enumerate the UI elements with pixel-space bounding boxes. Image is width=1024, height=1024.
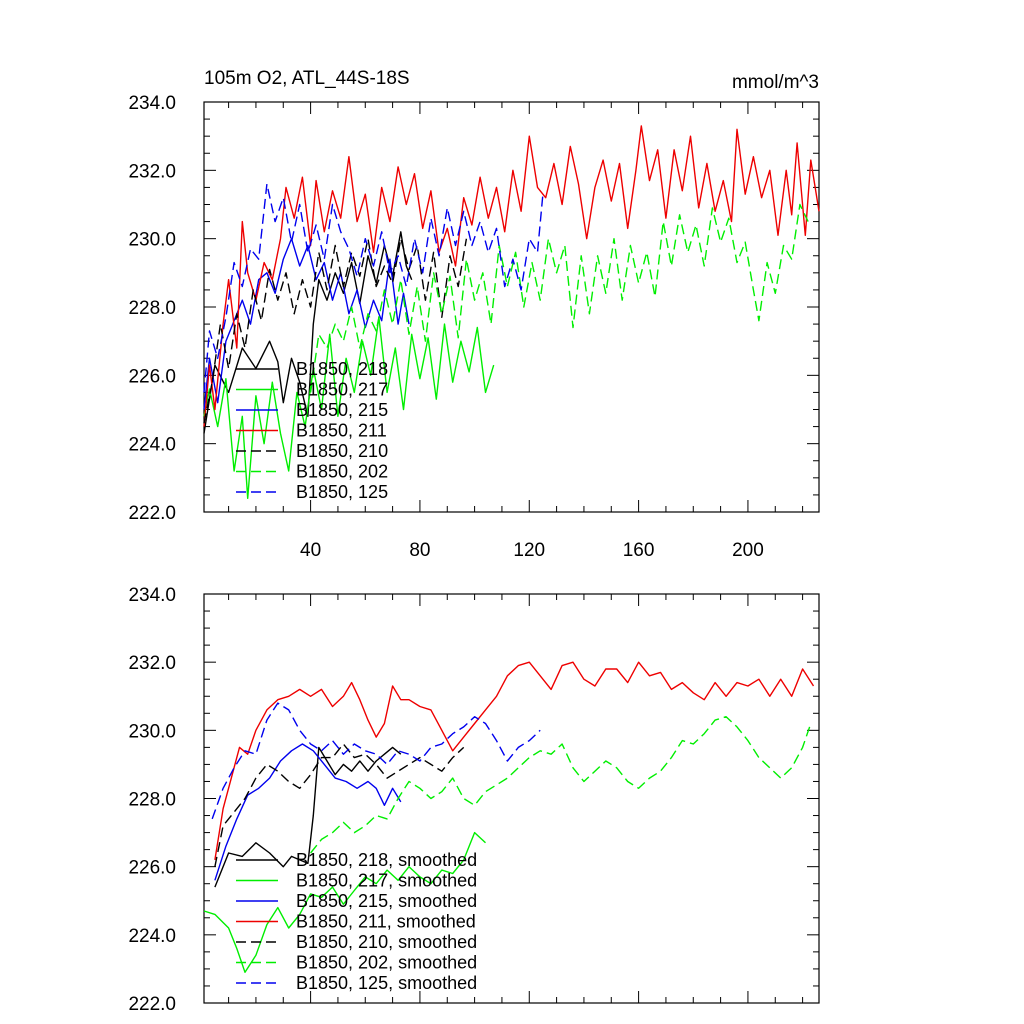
series-line: [214, 743, 402, 881]
top-chart-panel: 222.0 224.0 226.0 228.0 230.0 232.0 234.0 40 80 1…: [128, 93, 820, 561]
legend-entry: B1850, 211: [296, 421, 387, 441]
legend-entry: B1850, 215: [296, 400, 388, 420]
series-line: [214, 743, 465, 867]
series-line: [203, 183, 544, 393]
y-tick-label: 228.0: [128, 790, 176, 811]
y-tick-label: 222.0: [128, 503, 176, 524]
legend-entry: B1850, 125: [296, 482, 388, 502]
legend-entry: B1850, 210: [296, 441, 388, 461]
y-tick-label: 232.0: [128, 161, 176, 182]
x-tick-label: 120: [513, 540, 545, 561]
legend-entry: B1850, 217, smoothed: [296, 871, 477, 891]
x-tick-label: 200: [732, 540, 764, 561]
y-tick-label: 232.0: [128, 653, 176, 674]
y-tick-label: 234.0: [128, 93, 176, 114]
y-tick-label: 230.0: [128, 721, 176, 742]
panel-title-left: 105m O2, ATL_44S-18S: [204, 68, 410, 89]
series-line: [203, 316, 495, 499]
units-label: mmol/m^3: [732, 72, 819, 93]
series-line: [214, 746, 402, 888]
series-line: [203, 831, 486, 973]
legend-entry: B1850, 217: [296, 380, 388, 400]
legend-entry: B1850, 218: [296, 359, 388, 379]
y-tick-label: 222.0: [128, 994, 176, 1015]
series-line: [203, 125, 820, 427]
y-tick-label: 230.0: [128, 230, 176, 251]
series-line: [214, 661, 815, 861]
legend-entry: B1850, 125, smoothed: [296, 973, 477, 993]
y-tick-label: 224.0: [128, 926, 176, 947]
series-line: [203, 238, 468, 424]
y-tick-label: 224.0: [128, 435, 176, 456]
legend-entry: B1850, 210, smoothed: [296, 932, 477, 952]
series-line: [310, 716, 812, 854]
legend-entry: B1850, 215, smoothed: [296, 891, 477, 911]
series-line: [309, 203, 809, 393]
x-tick-label: 80: [409, 540, 430, 561]
x-tick-label: 40: [300, 540, 321, 561]
legend-entry: B1850, 202: [296, 462, 388, 482]
y-tick-label: 228.0: [128, 298, 176, 319]
legend-entry: B1850, 202, smoothed: [296, 953, 477, 973]
y-tick-label: 234.0: [128, 585, 176, 606]
x-tick-label: 160: [623, 540, 655, 561]
y-tick-label: 226.0: [128, 366, 176, 387]
series-line: [211, 702, 541, 820]
legend-entry: B1850, 211, smoothed: [296, 912, 476, 932]
legend-entry: B1850, 218, smoothed: [296, 850, 477, 870]
y-tick-label: 226.0: [128, 858, 176, 879]
bottom-chart-panel: 222.0 224.0 226.0 228.0 230.0 232.0 234.0 B1850…: [128, 585, 820, 1015]
